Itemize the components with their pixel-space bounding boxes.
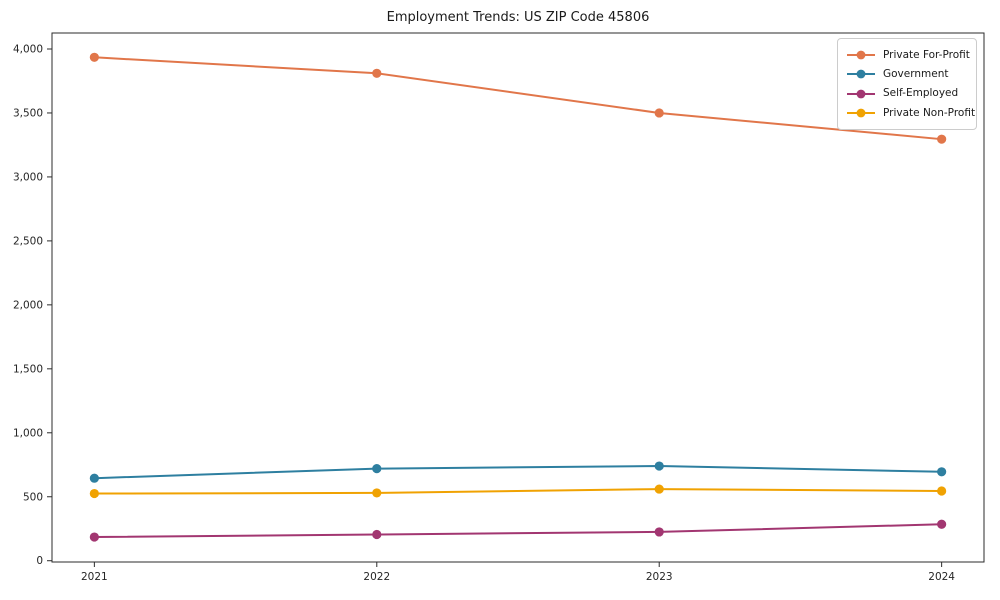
y-tick-label: 0 <box>36 555 43 567</box>
data-point-marker <box>372 68 382 78</box>
series-line <box>93 465 943 480</box>
line-marker-icon <box>847 89 875 99</box>
line-marker-icon <box>847 108 875 118</box>
y-tick-label: 4,000 <box>13 43 43 55</box>
legend-dot <box>856 50 866 60</box>
legend-dot <box>856 69 866 79</box>
y-tick-label: 3,000 <box>13 171 43 183</box>
legend-dot <box>856 108 866 118</box>
y-tick-label: 3,500 <box>13 107 43 119</box>
data-point-marker <box>654 461 664 471</box>
legend-label: Government <box>883 68 949 81</box>
line-marker-icon <box>847 69 875 79</box>
y-tick-label: 2,500 <box>13 235 43 247</box>
legend-label: Private For-Profit <box>883 48 970 61</box>
series-line <box>93 523 943 539</box>
legend-item-government: Government <box>846 65 967 83</box>
data-point-marker <box>372 488 382 498</box>
data-point-marker <box>654 484 664 494</box>
legend-label: Private Non-Profit <box>883 106 976 119</box>
chart-title: Employment Trends: US ZIP Code 45806 <box>387 10 650 25</box>
legend-dot <box>856 89 866 99</box>
data-point-marker <box>89 488 99 499</box>
plot-area: 0 500 1,000 1,500 2,000 2,500 3,000 3,500 4,000 2… <box>13 43 955 583</box>
data-point-marker <box>937 467 947 477</box>
y-tick-label: 500 <box>23 491 43 503</box>
data-point-marker <box>654 527 664 537</box>
data-point-marker <box>372 529 382 540</box>
data-point-marker <box>937 134 947 144</box>
series-line <box>93 488 943 495</box>
x-tick-label: 2022 <box>363 571 390 583</box>
data-point-marker <box>937 519 947 529</box>
plot-frame <box>51 32 985 563</box>
legend-item-self-employed: Self-Employed <box>846 85 967 103</box>
data-point-marker <box>89 52 99 62</box>
legend-label: Self-Employed <box>883 87 959 100</box>
x-tick-label: 2023 <box>646 571 673 583</box>
y-tick-label: 2,000 <box>13 299 43 311</box>
legend-item-private-non-profit: Private Non-Profit <box>846 104 975 122</box>
data-point-marker <box>89 532 99 542</box>
legend-item-private-for-profit: Private For-Profit <box>846 46 970 64</box>
line-marker-icon <box>847 50 875 60</box>
data-point-marker <box>654 108 664 118</box>
y-tick-label: 1,000 <box>13 427 43 439</box>
y-tick-label: 1,500 <box>13 363 43 375</box>
data-point-marker <box>89 473 99 483</box>
series-line <box>93 56 943 141</box>
data-point-marker <box>372 464 382 474</box>
data-point-marker <box>937 486 947 496</box>
x-tick-label: 2021 <box>81 571 108 583</box>
legend: Private For-Profit Government Self-Emplo… <box>837 38 977 130</box>
x-tick-label: 2024 <box>928 571 955 583</box>
